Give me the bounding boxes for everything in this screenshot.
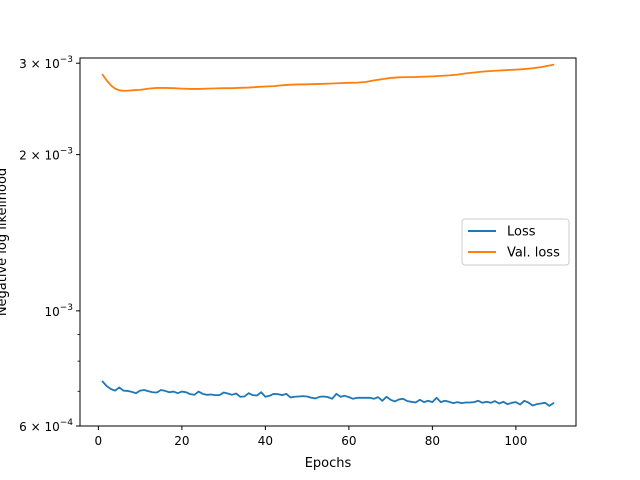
series-line-1	[101, 63, 555, 92]
legend-label: Loss	[507, 225, 536, 240]
y-tick-label-exponent: −3	[60, 55, 73, 65]
y-tick-label-exponent: −4	[60, 418, 74, 428]
chart-legend: Loss Val. loss	[461, 218, 570, 266]
y-tick-label: 2 × 10−3	[19, 147, 73, 163]
y-tick-label-base: 3 × 10	[19, 57, 60, 71]
series-line-0	[101, 380, 555, 407]
x-tick-label: 40	[258, 434, 273, 448]
y-tick-label-exponent: −3	[60, 147, 73, 157]
y-tick-label: 10−3	[44, 303, 73, 319]
x-tick-label: 80	[425, 434, 440, 448]
y-tick-label-base: 6 × 10	[19, 420, 60, 434]
x-axis-label: Epochs	[305, 456, 352, 471]
x-tick-label: 20	[174, 434, 189, 448]
axes-frame	[79, 57, 577, 427]
y-tick-label: 3 × 10−3	[19, 55, 73, 71]
legend-label: Val. loss	[507, 246, 560, 261]
x-tick-label: 0	[95, 434, 103, 448]
y-tick-label-exponent: −3	[60, 303, 73, 313]
y-axis-label: Negative log likelihood	[0, 168, 10, 316]
y-tick-label-base: 2 × 10	[19, 149, 60, 163]
x-tick-label: 60	[341, 434, 356, 448]
y-tick-label: 6 × 10−4	[19, 418, 73, 434]
x-tick-label: 100	[504, 434, 527, 448]
y-tick-label-base: 10	[44, 305, 59, 319]
